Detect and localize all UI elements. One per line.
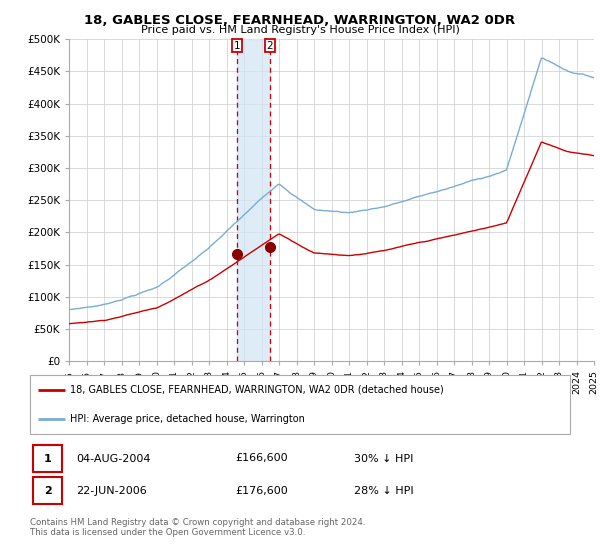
Text: HPI: Average price, detached house, Warrington: HPI: Average price, detached house, Warr… [71,414,305,424]
Bar [236,39,270,361]
Text: Contains HM Land Registry data © Crown copyright and database right 2024.
This d: Contains HM Land Registry data © Crown c… [30,518,365,538]
FancyBboxPatch shape [30,375,570,434]
Text: 28% ↓ HPI: 28% ↓ HPI [354,486,413,496]
Text: £166,600: £166,600 [235,454,288,464]
Text: £176,600: £176,600 [235,486,288,496]
FancyBboxPatch shape [33,445,62,472]
Text: 2: 2 [44,486,52,496]
Text: 22-JUN-2006: 22-JUN-2006 [76,486,146,496]
FancyBboxPatch shape [33,477,62,504]
Text: 1: 1 [44,454,52,464]
Text: 2: 2 [266,41,273,51]
Text: 30% ↓ HPI: 30% ↓ HPI [354,454,413,464]
Text: Price paid vs. HM Land Registry's House Price Index (HPI): Price paid vs. HM Land Registry's House … [140,25,460,35]
Text: 18, GABLES CLOSE, FEARNHEAD, WARRINGTON, WA2 0DR: 18, GABLES CLOSE, FEARNHEAD, WARRINGTON,… [85,14,515,27]
Text: 18, GABLES CLOSE, FEARNHEAD, WARRINGTON, WA2 0DR (detached house): 18, GABLES CLOSE, FEARNHEAD, WARRINGTON,… [71,385,444,395]
Text: 04-AUG-2004: 04-AUG-2004 [76,454,151,464]
Text: 1: 1 [233,41,240,51]
